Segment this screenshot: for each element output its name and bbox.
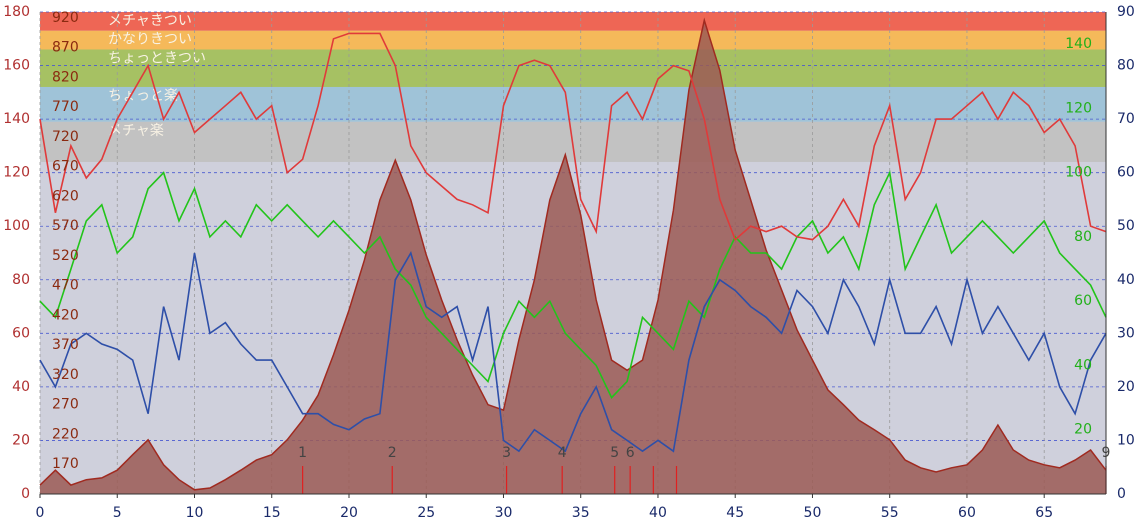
y-tick-label: 0	[21, 486, 30, 502]
hr-zone-label: ちょっときつい	[108, 50, 206, 66]
elevation-tick-label: 320	[52, 367, 79, 383]
hr-zone	[40, 86, 1106, 122]
elevation-tick-label: 170	[52, 456, 79, 472]
speed-line	[39, 250, 1107, 453]
lap-label: 1	[298, 445, 307, 461]
cadence-tick-label: 40	[1074, 357, 1092, 373]
y-tick-label: 20	[12, 432, 30, 448]
y-tick-label: 160	[3, 58, 30, 74]
y2-tick-label: 90	[1117, 4, 1135, 20]
elevation-tick-label: 870	[52, 40, 79, 56]
elevation-tick-label: 470	[52, 278, 79, 294]
hr-zone	[40, 49, 1106, 87]
y-tick-label: 180	[3, 4, 30, 20]
x-tick-label: 55	[881, 505, 899, 521]
x-tick-label: 0	[36, 505, 45, 521]
elevation-tick-label: 770	[52, 99, 79, 115]
elevation-tick-label: 720	[52, 129, 79, 145]
y-tick-label: 140	[3, 111, 30, 127]
elevation-tick-label: 220	[52, 426, 79, 442]
lap-label: 5	[610, 445, 619, 461]
x-tick-label: 40	[649, 505, 667, 521]
y2-tick-label: 70	[1117, 111, 1135, 127]
elevation-tick-label: 620	[52, 188, 79, 204]
elevation-tick-label: 670	[52, 159, 79, 175]
cadence-tick-label: 60	[1074, 293, 1092, 309]
y-tick-label: 60	[12, 325, 30, 341]
y2-tick-label: 50	[1117, 218, 1135, 234]
elevation-area	[40, 20, 1106, 495]
x-tick-label: 50	[804, 505, 822, 521]
hr-zone-label: メチャ楽	[108, 123, 164, 139]
hr-zone-label: ちょっと楽	[108, 88, 178, 104]
y2-tick-label: 30	[1117, 325, 1135, 341]
hr-zone-label: かなりきつい	[108, 32, 192, 48]
x-tick-label: 35	[572, 505, 590, 521]
x-tick-label: 15	[263, 505, 281, 521]
y-tick-label: 80	[12, 272, 30, 288]
elevation-tick-label: 520	[52, 248, 79, 264]
x-tick-label: 45	[726, 505, 744, 521]
y2-tick-label: 20	[1117, 379, 1135, 395]
elevation-tick-label: 570	[52, 218, 79, 234]
y2-tick-label: 80	[1117, 58, 1135, 74]
x-tick-label: 30	[495, 505, 513, 521]
elevation-tick-label: 920	[52, 10, 79, 26]
hr-zone	[40, 30, 1106, 50]
x-tick-label: 25	[417, 505, 435, 521]
cadence-tick-label: 140	[1065, 36, 1092, 52]
y2-tick-label: 0	[1117, 486, 1126, 502]
y-tick-label: 100	[3, 218, 30, 234]
lap-label: 2	[388, 445, 397, 461]
y-tick-label: 120	[3, 165, 30, 181]
x-tick-label: 10	[186, 505, 204, 521]
elevation-tick-label: 270	[52, 397, 79, 413]
cadence-tick-label: 20	[1074, 422, 1092, 438]
heart-rate-line	[39, 32, 1107, 241]
x-tick-label: 20	[340, 505, 358, 521]
lap-label: 3	[502, 445, 511, 461]
elevation-tick-label: 370	[52, 337, 79, 353]
cadence-tick-label: 100	[1065, 165, 1092, 181]
y2-tick-label: 40	[1117, 272, 1135, 288]
elevation-outline	[39, 17, 1107, 491]
hr-zone	[40, 12, 1106, 31]
x-tick-label: 60	[958, 505, 976, 521]
lap-label: 6	[626, 445, 635, 461]
cadence-tick-label: 80	[1074, 229, 1092, 245]
y2-tick-label: 60	[1117, 165, 1135, 181]
lap-label: 4	[558, 445, 567, 461]
elevation-tick-label: 420	[52, 307, 79, 323]
y2-tick-label: 10	[1117, 432, 1135, 448]
x-tick-label: 65	[1035, 505, 1053, 521]
cadence-line	[39, 170, 1107, 399]
hr-zone-label: メチャきつい	[108, 13, 192, 29]
cadence-tick-label: 120	[1065, 100, 1092, 116]
y-tick-label: 40	[12, 379, 30, 395]
x-tick-label: 5	[113, 505, 122, 521]
elevation-tick-label: 820	[52, 69, 79, 85]
